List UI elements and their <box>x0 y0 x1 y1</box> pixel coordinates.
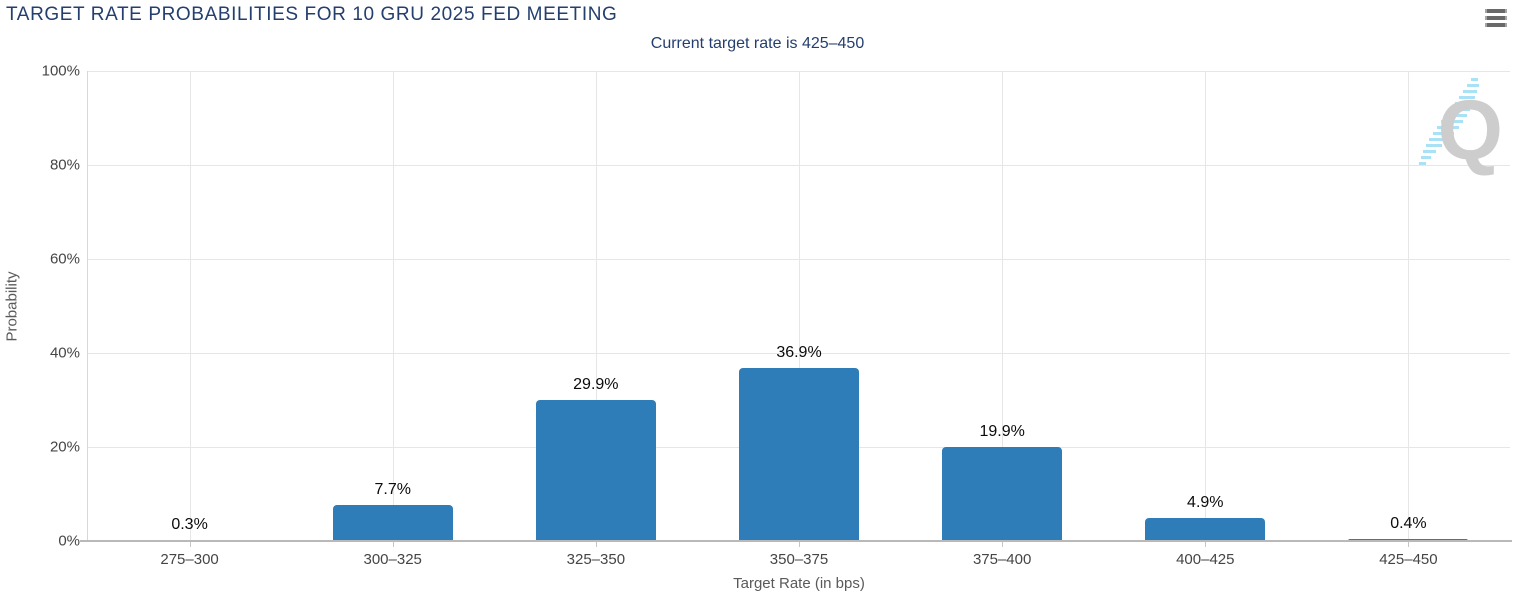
x-tick <box>189 542 191 547</box>
bar-value-label: 4.9% <box>1187 493 1224 511</box>
v-gridline <box>1408 71 1410 541</box>
bar-375–400[interactable] <box>942 447 1063 541</box>
x-tick <box>1408 542 1410 547</box>
y-tick-label: 0% <box>58 532 80 550</box>
y-axis-title: Probability <box>3 271 21 342</box>
v-gridline <box>392 71 394 541</box>
x-tick <box>595 542 597 547</box>
x-category-label: 275–300 <box>160 551 219 568</box>
bar-value-label: 0.3% <box>171 515 208 533</box>
bar-value-label: 0.4% <box>1390 515 1427 533</box>
y-tick-label: 40% <box>49 344 80 362</box>
v-gridline <box>799 71 800 541</box>
bar-value-label: 19.9% <box>979 423 1025 441</box>
page-title: TARGET RATE PROBABILITIES FOR 10 GRU 202… <box>6 4 618 25</box>
bar-325–350[interactable] <box>535 400 656 541</box>
bar-350–375[interactable] <box>739 367 859 541</box>
x-axis-line <box>80 540 1512 542</box>
x-tick <box>392 542 394 547</box>
x-tick <box>799 542 800 547</box>
chart-subtitle: Current target rate is 425–450 <box>650 35 865 52</box>
v-gridline <box>1002 71 1004 541</box>
x-category-label: 325–350 <box>566 551 626 568</box>
x-category-label: 400–425 <box>1176 551 1235 568</box>
x-tick <box>1002 542 1004 547</box>
v-gridline <box>189 71 191 541</box>
bar-value-label: 36.9% <box>776 343 822 361</box>
bar-300–325[interactable] <box>332 504 453 541</box>
y-tick-label: 60% <box>49 250 80 268</box>
x-category-label: 300–325 <box>363 551 422 568</box>
plot-area: 0.3% 7.7% 29.9% 36.9% 19.9% 4.9% 0.4% <box>88 71 1510 541</box>
hamburger-bar <box>1485 23 1507 27</box>
x-category-label: 425–450 <box>1379 551 1438 568</box>
x-axis-title: Target Rate (in bps) <box>733 575 865 592</box>
hamburger-bar <box>1485 16 1507 20</box>
x-category-label: 375–400 <box>972 551 1032 568</box>
y-tick-label: 80% <box>49 156 80 174</box>
v-gridline <box>1205 71 1207 541</box>
x-category-label: 350–375 <box>769 551 829 568</box>
v-gridline <box>595 71 597 541</box>
bar-400–425[interactable] <box>1145 517 1266 541</box>
y-axis-line <box>87 71 88 541</box>
x-tick <box>1205 542 1207 547</box>
hamburger-menu-icon[interactable] <box>1485 7 1509 29</box>
hamburger-bar <box>1485 9 1507 13</box>
y-tick-label: 100% <box>41 62 80 80</box>
y-tick-label: 20% <box>49 438 80 456</box>
bar-value-label: 7.7% <box>374 480 411 498</box>
bar-value-label: 29.9% <box>573 376 619 394</box>
